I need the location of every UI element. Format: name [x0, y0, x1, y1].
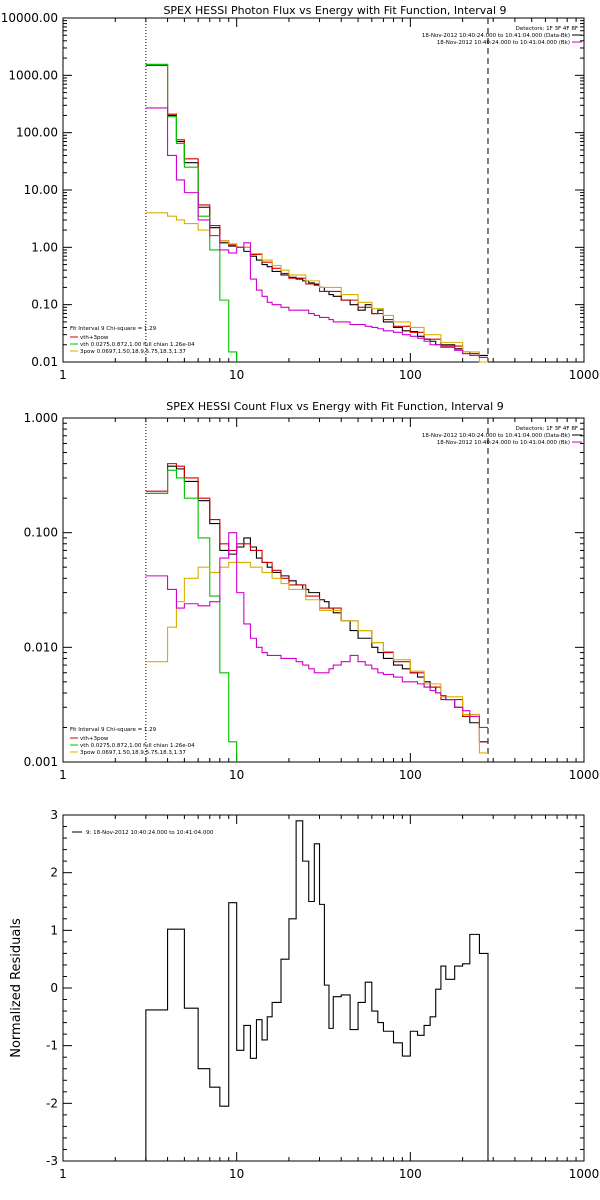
photon-flux-plot-frame	[62, 17, 585, 363]
residuals-y-tick-label: 0	[50, 981, 58, 995]
photon-flux-x-tick-label: 100	[399, 368, 422, 382]
photon-flux-3pow-label: 3pow 0.0697,1.50,18.9,5.75,18.3,1.37	[80, 349, 186, 355]
residuals-y-tick-label: -3	[46, 1154, 58, 1168]
residuals-x-tick-label: 1	[59, 1167, 67, 1181]
count-flux-y-tick-label: 0.010	[24, 640, 58, 654]
count-flux-series-vth-3pow	[145, 463, 488, 743]
photon-flux-y-tick-label: 100.00	[16, 126, 58, 140]
residuals-plot-frame	[62, 814, 585, 1162]
photon-flux-vth-label: vth 0.0275,0.872,1.00 full chian 1.26e-0…	[80, 342, 195, 348]
count-flux-vth3pow-label: vth+3pow	[80, 736, 109, 742]
count-flux-x-tick-label: 10	[229, 768, 244, 782]
photon-flux-y-tick-label: 0.01	[31, 355, 58, 369]
residuals-y-tick-label: -1	[46, 1039, 58, 1053]
count-flux-title: SPEX HESSI Count Flux vs Energy with Fit…	[166, 400, 503, 413]
photon-flux-fit-info: Fit Interval 9 Chi-square = 1.29	[70, 326, 157, 332]
count-flux-detectors-label: Detectors: 1F 3F 4F 8F	[516, 426, 578, 432]
residuals-y-tick-label: -2	[46, 1096, 58, 1110]
photon-flux-series-data-bk	[145, 64, 488, 357]
photon-flux-y-tick-label: 10.00	[24, 183, 58, 197]
count-flux-3pow-label: 3pow 0.0697,1.50,18.9,5.75,18.3,1.37	[80, 750, 186, 756]
count-flux-data-interval-label: 18-Nov-2012 10:40:24.000 to 10:41:04.000…	[422, 433, 570, 439]
photon-flux-vth3pow-label: vth+3pow	[80, 335, 109, 341]
count-flux-plot-frame	[62, 417, 585, 763]
residuals-y-tick-label: 1	[50, 923, 58, 937]
photon-flux-data-interval-label: 18-Nov-2012 10:40:24.000 to 10:41:04.000…	[422, 33, 570, 39]
photon-flux-y-tick-label: 1000.00	[8, 68, 58, 82]
residuals-x-tick-label: 10	[229, 1167, 244, 1181]
residuals-marks: 1 10 100 1000 -3 -2 -1 0 1 2 3	[46, 808, 599, 1181]
photon-flux-series-3pow	[145, 212, 488, 363]
count-flux-x-tick-label: 1	[59, 768, 67, 782]
photon-flux-x-tick-label: 1	[59, 368, 67, 382]
residuals-x-tick-label: 1000	[569, 1167, 600, 1181]
photon-flux-series-vth-3pow	[145, 63, 488, 359]
photon-flux-x-tick-label: 10	[229, 368, 244, 382]
count-flux-y-tick-label: 0.100	[24, 526, 58, 540]
count-flux-y-tick-label: 0.001	[24, 755, 58, 769]
count-flux-series-bk	[145, 532, 488, 729]
photon-flux-bk-interval-label: 18-Nov-2012 10:40:24.000 to 10:41:04.000…	[437, 40, 570, 46]
residuals-y-tick-label: 2	[50, 866, 58, 880]
photon-flux-y-tick-label: 0.10	[31, 298, 58, 312]
count-flux-series-vth	[145, 469, 238, 762]
count-flux-x-tick-label: 100	[399, 768, 422, 782]
photon-flux-y-tick-label: 10000.00	[1, 11, 58, 25]
residuals-x-tick-label: 100	[399, 1167, 422, 1181]
count-flux-panel: SPEX HESSI Count Flux vs Energy with Fit…	[62, 400, 585, 763]
count-flux-bk-interval-label: 18-Nov-2012 10:40:24.000 to 10:41:04.000…	[437, 440, 570, 446]
count-flux-y-tick-label: 1.000	[24, 411, 58, 425]
count-flux-vth-label: vth 0.0275,0.872,1.00 full chian 1.26e-0…	[80, 743, 195, 749]
photon-flux-series-bk	[145, 107, 488, 359]
photon-flux-title: SPEX HESSI Photon Flux vs Energy with Fi…	[163, 4, 506, 17]
photon-flux-detectors-label: Detectors: 1F 3F 4F 8F	[516, 26, 578, 32]
photon-flux-marks: 1 10 100 1000 0.01 0.10 1.00 10.00 100.00 1000.00…	[1, 11, 600, 382]
residuals-series-residuals	[145, 820, 489, 1161]
count-flux-marks: 1 10 100 1000 0.001 0.010 0.100 1.000	[24, 411, 600, 782]
residuals-y-axis-label: Normalized Residuals	[9, 918, 24, 1058]
residuals-legend-label: 9: 18-Nov-2012 10:40:24.000 to 10:41:04.…	[86, 830, 214, 836]
photon-flux-x-tick-label: 1000	[569, 368, 600, 382]
residuals-y-tick-label: 3	[50, 808, 58, 822]
count-flux-x-tick-label: 1000	[569, 768, 600, 782]
count-flux-fit-info: Fit Interval 9 Chi-square = 1.29	[70, 727, 157, 733]
count-flux-series-3pow	[145, 561, 488, 754]
photon-flux-y-tick-label: 1.00	[31, 240, 58, 254]
photon-flux-panel: SPEX HESSI Photon Flux vs Energy with Fi…	[62, 4, 585, 363]
